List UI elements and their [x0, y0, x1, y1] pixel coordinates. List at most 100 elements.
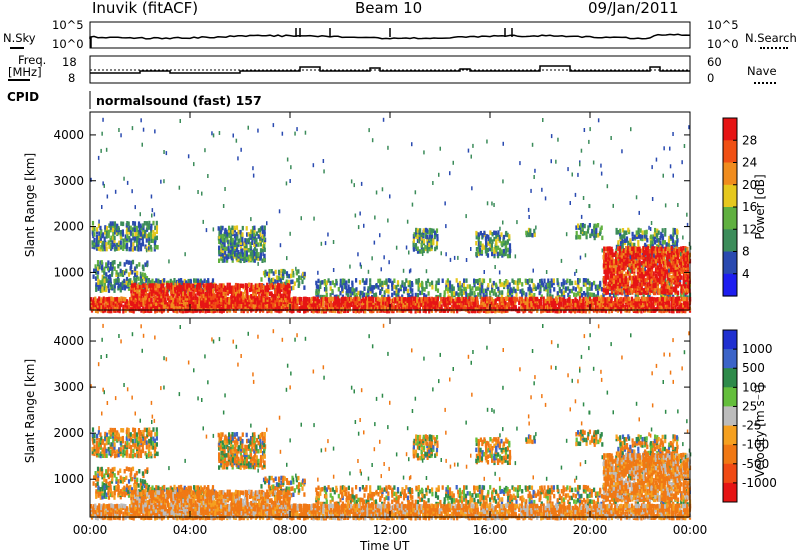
- echo-cell: [415, 227, 418, 233]
- echo-cell: [514, 288, 517, 294]
- echo-cell: [600, 287, 604, 292]
- echo-cell: [686, 283, 689, 289]
- echo-cell: [678, 247, 681, 252]
- echo-cell: [511, 278, 514, 283]
- echo-cell: [107, 232, 110, 237]
- echo-cell: [280, 268, 283, 274]
- echo-cell: [186, 296, 189, 301]
- echo-cell: [620, 253, 623, 258]
- echo-cell: [347, 288, 350, 294]
- echo-cell: [251, 249, 254, 255]
- echo-cell: [432, 240, 435, 246]
- echo-cell: [154, 244, 157, 250]
- echo-cell: [107, 274, 110, 280]
- echo-cell: [149, 244, 152, 250]
- echo-cell: [446, 289, 449, 294]
- echo-cell: [99, 238, 102, 244]
- echo-cell: [496, 303, 499, 308]
- echo-cell: [659, 235, 662, 241]
- echo-cell: [205, 280, 209, 285]
- echo-cell: [682, 303, 685, 308]
- echo-cell: [139, 230, 142, 235]
- echo-cell: [500, 232, 503, 237]
- echo-cell: [570, 306, 573, 312]
- echo-cell: [428, 296, 431, 302]
- echo-cell: [423, 287, 426, 292]
- echo-cell: [670, 279, 673, 284]
- echo-cell: [475, 230, 478, 236]
- echo-cell: [221, 225, 224, 231]
- echo-cell: [145, 221, 148, 226]
- echo-cell: [520, 299, 523, 304]
- echo-cell: [542, 296, 545, 301]
- echo-cell: [391, 280, 394, 286]
- echo-cell: [270, 269, 273, 274]
- echo-cell: [666, 259, 669, 264]
- echo-cell: [484, 302, 487, 307]
- echo-cell: [622, 261, 625, 267]
- echo-cell: [580, 293, 584, 298]
- echo-cell: [504, 251, 507, 257]
- echo-cell: [316, 306, 319, 311]
- echo-cell: [668, 265, 671, 270]
- echo-cell: [684, 293, 687, 298]
- echo-cell: [113, 288, 116, 293]
- echo-cell: [495, 239, 498, 244]
- echo-cell: [569, 278, 572, 284]
- echo-cell: [468, 284, 471, 289]
- echo-cell: [218, 283, 221, 288]
- echo-cell: [127, 260, 130, 265]
- echo-cell: [674, 269, 677, 275]
- echo-cell: [524, 278, 527, 284]
- echo-cell: [493, 230, 496, 235]
- echo-cell: [302, 271, 305, 277]
- echo-cell: [600, 300, 603, 306]
- echo-cell: [207, 278, 210, 283]
- echo-cell: [128, 225, 131, 231]
- echo-cell: [288, 279, 291, 285]
- echo-cell: [401, 294, 404, 299]
- echo-cell: [462, 282, 465, 287]
- echo-cell: [109, 237, 112, 243]
- echo-cell: [127, 272, 131, 277]
- echo-cell: [588, 280, 591, 286]
- echo-cell: [682, 288, 685, 293]
- echo-cell: [666, 284, 669, 289]
- echo-cell: [680, 269, 683, 275]
- echo-cell: [221, 252, 224, 257]
- echo-cell: [432, 238, 435, 243]
- echo-cell: [261, 229, 264, 235]
- echo-cell: [211, 278, 215, 283]
- echo-cell: [144, 283, 147, 288]
- echo-cell: [117, 278, 120, 283]
- echo-cell: [263, 256, 266, 261]
- echo-cell: [288, 306, 291, 311]
- echo-cell: [558, 296, 562, 302]
- echo-cell: [117, 264, 120, 269]
- echo-cell: [105, 285, 108, 291]
- echo-cell: [129, 225, 132, 231]
- echo-cell: [619, 278, 622, 283]
- echo-cell: [630, 265, 633, 271]
- echo-cell: [568, 308, 571, 313]
- echo-cell: [540, 278, 543, 284]
- echo-cell: [368, 302, 371, 308]
- echo-cell: [129, 280, 132, 285]
- echo-cell: [96, 298, 99, 303]
- echo-cell: [549, 281, 552, 286]
- echo-cell: [202, 289, 205, 294]
- echo-cell: [251, 229, 254, 234]
- echo-cell: [130, 296, 133, 301]
- echo-cell: [154, 289, 157, 295]
- echo-cell: [637, 244, 640, 249]
- echo-cell: [349, 287, 352, 292]
- echo-cell: [416, 297, 419, 302]
- echo-cell: [656, 286, 659, 291]
- echo-cell: [245, 252, 248, 257]
- echo-cell: [182, 295, 185, 301]
- echo-cell: [611, 260, 614, 266]
- echo-cell: [639, 282, 642, 287]
- echo-cell: [259, 236, 262, 241]
- echo-cell: [206, 306, 209, 312]
- echo-cell: [298, 296, 301, 302]
